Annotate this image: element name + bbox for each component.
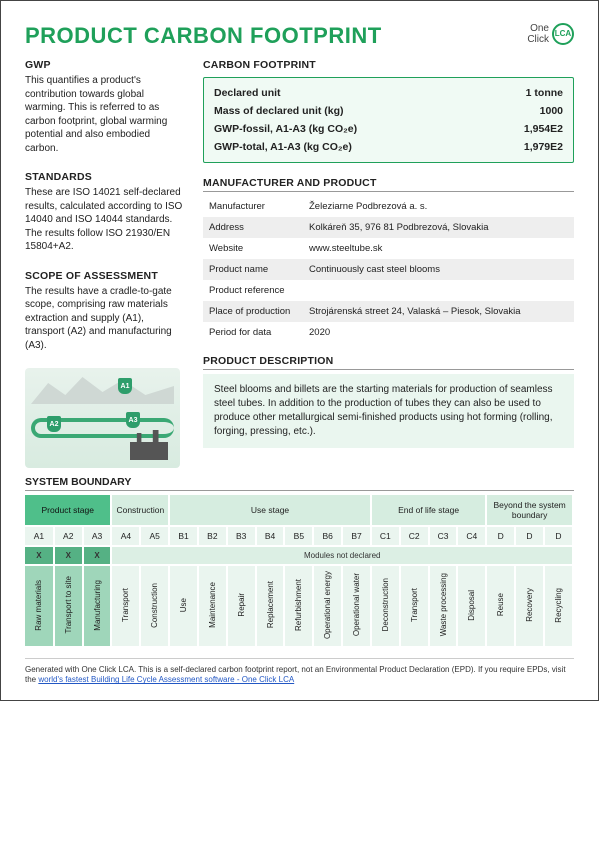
module-name: Transport	[410, 586, 419, 624]
desc-heading: PRODUCT DESCRIPTION	[203, 355, 574, 370]
module-name: Repair	[237, 591, 246, 619]
module-code: C2	[400, 526, 429, 546]
scope-heading: SCOPE OF ASSESSMENT	[25, 270, 185, 282]
module-name: Recovery	[525, 586, 534, 624]
footer: Generated with One Click LCA. This is a …	[25, 658, 574, 686]
module-code: A4	[111, 526, 140, 546]
logo: One Click LCA	[527, 23, 574, 45]
stage-header: Use stage	[169, 495, 371, 526]
left-column: GWP This quantifies a product's contribu…	[25, 59, 185, 468]
module-name: Raw materials	[34, 578, 43, 633]
system-boundary-table: Product stageConstructionUse stageEnd of…	[25, 495, 574, 648]
table-row: Period for data2020	[203, 322, 574, 343]
module-name: Refurbishment	[294, 577, 303, 633]
table-row: Product reference	[203, 280, 574, 301]
module-name: Maintenance	[208, 580, 217, 630]
module-name: Reuse	[496, 591, 505, 618]
module-code: A5	[140, 526, 169, 546]
logo-line1: One	[527, 23, 549, 34]
lifecycle-illustration: A1 A2 A3	[25, 368, 180, 468]
module-code: A3	[83, 526, 112, 546]
badge-a1: A1	[118, 378, 132, 394]
module-name: Replacement	[266, 579, 275, 630]
module-name: Waste processing	[439, 571, 448, 638]
module-code: D	[544, 526, 573, 546]
module-code: B5	[284, 526, 313, 546]
badge-a2: A2	[47, 416, 61, 432]
module-name: Manufacturing	[93, 578, 102, 633]
desc-text: Steel blooms and billets are the startin…	[203, 374, 574, 448]
module-code: C1	[371, 526, 400, 546]
module-name: Operational energy	[323, 569, 332, 641]
footer-link[interactable]: world's fastest Building Life Cycle Asse…	[38, 675, 294, 684]
standards-heading: STANDARDS	[25, 171, 185, 183]
module-code: B1	[169, 526, 198, 546]
cf-row: GWP-fossil, A1-A3 (kg CO₂e)1,954E2	[214, 120, 563, 138]
module-name: Transport to site	[64, 574, 73, 636]
cf-heading: CARBON FOOTPRINT	[203, 59, 574, 73]
module-name: Transport	[121, 586, 130, 624]
mp-heading: MANUFACTURER AND PRODUCT	[203, 177, 574, 192]
cf-row: Mass of declared unit (kg)1000	[214, 102, 563, 120]
page-title: PRODUCT CARBON FOOTPRINT	[25, 23, 382, 49]
module-code: A2	[54, 526, 83, 546]
stage-header: End of life stage	[371, 495, 486, 526]
scope-text: The results have a cradle-to-gate scope,…	[25, 285, 185, 353]
modules-not-declared: Modules not declared	[111, 546, 573, 565]
module-code: B7	[342, 526, 371, 546]
right-column: CARBON FOOTPRINT Declared unit1 tonneMas…	[203, 59, 574, 468]
carbon-footprint-box: Declared unit1 tonneMass of declared uni…	[203, 77, 574, 163]
module-code: D	[486, 526, 515, 546]
stage-header: Beyond the system boundary	[486, 495, 573, 526]
module-code: B4	[256, 526, 285, 546]
table-row: Product nameContinuously cast steel bloo…	[203, 259, 574, 280]
gwp-text: This quantifies a product's contribution…	[25, 74, 185, 155]
gwp-heading: GWP	[25, 59, 185, 71]
cf-row: GWP-total, A1-A3 (kg CO₂e)1,979E2	[214, 138, 563, 156]
table-row: AddressKolkáreň 35, 976 81 Podbrezová, S…	[203, 217, 574, 238]
module-declared: X	[54, 546, 83, 565]
module-code: C3	[429, 526, 458, 546]
module-declared: X	[25, 546, 54, 565]
module-code: D	[515, 526, 544, 546]
manufacturer-table: ManufacturerŽeleziarne Podbrezová a. s.A…	[203, 196, 574, 343]
module-name: Operational water	[352, 571, 361, 638]
system-boundary-heading: SYSTEM BOUNDARY	[25, 476, 574, 491]
stage-header: Product stage	[25, 495, 111, 526]
module-code: C4	[457, 526, 486, 546]
table-row: Websitewww.steeltube.sk	[203, 238, 574, 259]
logo-badge: LCA	[552, 23, 574, 45]
module-declared: X	[83, 546, 112, 565]
logo-line2: Click	[527, 34, 549, 45]
module-code: B2	[198, 526, 227, 546]
two-column-layout: GWP This quantifies a product's contribu…	[25, 59, 574, 468]
module-name: Deconstruction	[381, 576, 390, 633]
table-row: Place of productionStrojárenská street 2…	[203, 301, 574, 322]
cf-row: Declared unit1 tonne	[214, 84, 563, 102]
stage-header: Construction	[111, 495, 169, 526]
header: PRODUCT CARBON FOOTPRINT One Click LCA	[25, 23, 574, 49]
module-code: B3	[227, 526, 256, 546]
module-code: B6	[313, 526, 342, 546]
module-name: Disposal	[467, 588, 476, 623]
badge-a3: A3	[126, 412, 140, 428]
table-row: ManufacturerŽeleziarne Podbrezová a. s.	[203, 196, 574, 217]
module-name: Recycling	[554, 586, 563, 625]
document-page: PRODUCT CARBON FOOTPRINT One Click LCA G…	[0, 0, 599, 701]
module-code: A1	[25, 526, 54, 546]
module-name: Construction	[150, 581, 159, 630]
module-name: Use	[179, 596, 188, 614]
standards-text: These are ISO 14021 self-declared result…	[25, 186, 185, 254]
